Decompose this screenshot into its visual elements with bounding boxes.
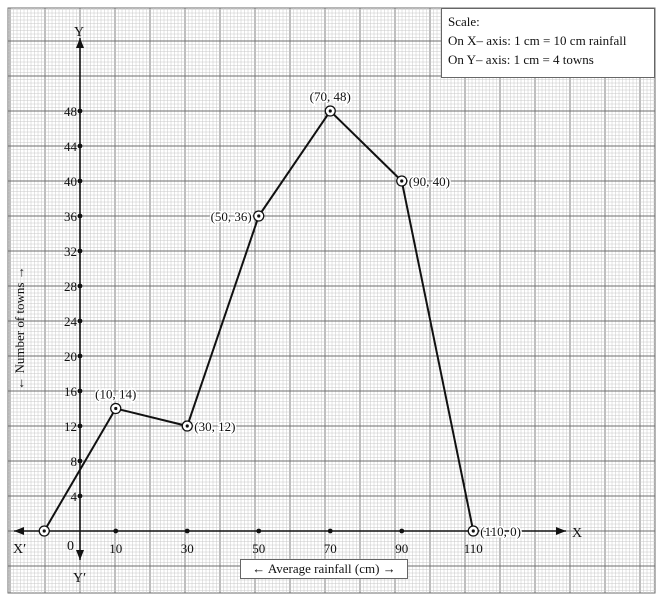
y-tick-label: 48	[64, 104, 77, 119]
x-tick-label: 90	[395, 541, 408, 556]
y-neg-axis-arrow-icon	[76, 550, 84, 560]
x-axis-label: ← Average rainfall (cm) →	[240, 559, 408, 579]
x-tick-label: 10	[109, 541, 122, 556]
y-tick-label: 12	[64, 419, 77, 434]
data-point-center	[257, 214, 261, 218]
x-tick-dot	[184, 528, 190, 534]
y-tick-dot	[77, 213, 83, 219]
y-tick-dot	[77, 108, 83, 114]
point-label: (30, 12)	[194, 419, 235, 434]
data-point-center	[185, 424, 189, 428]
y-tick-label: 44	[64, 139, 78, 154]
y-tick-dot	[77, 423, 83, 429]
data-point-center	[114, 406, 118, 411]
x-tick-dot	[256, 528, 262, 534]
data-point-center	[400, 179, 404, 183]
y-tick-label: 36	[64, 209, 78, 224]
origin-label: 0	[67, 539, 74, 554]
data-point-center	[42, 529, 46, 533]
y-tick-dot	[77, 493, 83, 499]
x-axis-arrow-icon	[556, 527, 566, 535]
y-tick-dot	[77, 143, 83, 149]
y-tick-label: 16	[64, 384, 78, 399]
y-axis-name: Y	[74, 25, 84, 40]
point-label: (90, 40)	[409, 174, 450, 189]
data-point-center	[471, 529, 475, 533]
y-tick-dot	[77, 318, 83, 324]
y-tick-dot	[77, 248, 83, 254]
point-label: (110, 0)	[480, 524, 521, 539]
y-tick-label: 24	[64, 314, 78, 329]
x-tick-dot	[327, 528, 333, 534]
y-tick-label: 20	[64, 349, 77, 364]
series-line	[38, 105, 479, 537]
point-label: (10, 14)	[95, 387, 136, 402]
y-tick-dot	[77, 388, 83, 394]
y-tick-label: 40	[64, 174, 77, 189]
y-axis-label: ← Number of towns →	[12, 266, 27, 390]
scale-legend: Scale: On X– axis: 1 cm = 10 cm rainfall…	[441, 8, 655, 78]
point-label: (70, 48)	[310, 89, 351, 104]
x-tick-label: 70	[324, 541, 337, 556]
scale-y-line: On Y– axis: 1 cm = 4 towns	[448, 52, 594, 67]
x-tick-label: 50	[252, 541, 265, 556]
y-tick-label: 4	[71, 489, 78, 504]
x-tick-dot	[113, 528, 119, 534]
y-tick-dot	[77, 283, 83, 289]
y-axis-arrow-icon	[76, 38, 84, 48]
x-axis-name: X	[572, 526, 582, 541]
y-tick-dot	[77, 178, 83, 184]
y-tick-dot	[77, 353, 83, 359]
data-point-center	[328, 109, 332, 113]
x-neg-axis-arrow-icon	[14, 527, 24, 535]
x-tick-label: 30	[181, 541, 194, 556]
x-neg-axis-name: X′	[13, 542, 26, 557]
scale-title: Scale:	[448, 14, 480, 29]
y-tick-label: 28	[64, 279, 77, 294]
y-tick-dot	[77, 458, 83, 464]
y-tick-label: 32	[64, 244, 77, 259]
x-tick-dot	[399, 528, 405, 534]
chart-labels: X X′ Y Y′ 0 ← Number of towns → (10, 14) (30, 1…	[12, 25, 582, 586]
y-tick-label: 8	[71, 454, 78, 469]
x-tick-label: 110	[464, 541, 483, 556]
y-neg-axis-name: Y′	[73, 571, 86, 586]
scale-x-line: On X– axis: 1 cm = 10 cm rainfall	[448, 33, 627, 48]
point-label: (50, 36)	[211, 209, 252, 224]
